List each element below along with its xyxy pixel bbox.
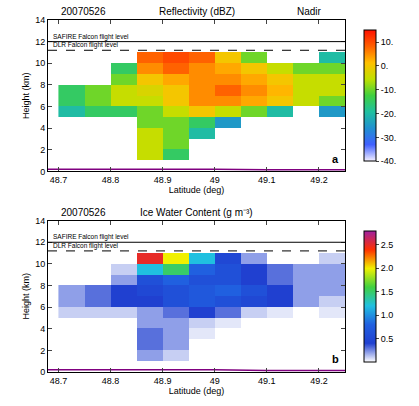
- svg-text:49.2: 49.2: [310, 175, 328, 185]
- svg-text:10.: 10.: [381, 37, 394, 47]
- svg-text:DLR Falcon flight level: DLR Falcon flight level: [53, 242, 119, 250]
- svg-text:2.0: 2.0: [381, 263, 394, 273]
- svg-text:10: 10: [35, 259, 45, 269]
- svg-text:6: 6: [40, 102, 45, 112]
- svg-text:48.7: 48.7: [50, 376, 68, 386]
- svg-text:2.5: 2.5: [381, 240, 394, 250]
- svg-text:4: 4: [40, 324, 45, 334]
- svg-text:Latitude (deg): Latitude (deg): [169, 185, 225, 195]
- svg-text:Height (km): Height (km): [21, 72, 31, 119]
- svg-text:8: 8: [40, 80, 45, 90]
- svg-text:-30.: -30.: [381, 133, 397, 143]
- svg-text:49.2: 49.2: [310, 376, 328, 386]
- svg-text:-10.: -10.: [381, 85, 397, 95]
- svg-text:1.0: 1.0: [381, 310, 394, 320]
- svg-text:49: 49: [210, 376, 220, 386]
- svg-text:49: 49: [210, 175, 220, 185]
- svg-text:12: 12: [35, 237, 45, 247]
- svg-text:48.7: 48.7: [50, 175, 68, 185]
- svg-text:DLR Falcon flight level: DLR Falcon flight level: [53, 41, 119, 49]
- svg-text:0.: 0.: [381, 61, 389, 71]
- svg-text:14: 14: [35, 15, 45, 25]
- svg-text:-40.: -40.: [381, 156, 397, 166]
- svg-text:0.5: 0.5: [381, 334, 394, 344]
- svg-text:49.1: 49.1: [258, 376, 276, 386]
- svg-text:Reflectivity (dBZ): Reflectivity (dBZ): [159, 6, 235, 17]
- svg-text:48.9: 48.9: [154, 376, 172, 386]
- svg-text:0: 0: [40, 167, 45, 177]
- svg-text:0: 0: [40, 367, 45, 377]
- svg-text:1.5: 1.5: [381, 287, 394, 297]
- svg-text:Nadir: Nadir: [297, 6, 322, 17]
- svg-text:49.1: 49.1: [258, 175, 276, 185]
- svg-text:2: 2: [40, 145, 45, 155]
- svg-text:10: 10: [35, 58, 45, 68]
- svg-text:20070526: 20070526: [61, 6, 106, 17]
- svg-text:-20.: -20.: [381, 109, 397, 119]
- svg-text:12: 12: [35, 37, 45, 47]
- svg-text:SAFIRE Falcon flight level: SAFIRE Falcon flight level: [53, 33, 129, 41]
- svg-text:48.9: 48.9: [154, 175, 172, 185]
- svg-text:Ice Water Content (g m⁻³): Ice Water Content (g m⁻³): [140, 207, 253, 218]
- svg-text:SAFIRE Falcon flight level: SAFIRE Falcon flight level: [53, 233, 129, 241]
- svg-text:14: 14: [35, 216, 45, 226]
- svg-text:Height (km): Height (km): [21, 273, 31, 320]
- svg-text:a: a: [332, 153, 339, 165]
- svg-text:6: 6: [40, 302, 45, 312]
- svg-text:48.8: 48.8: [102, 175, 120, 185]
- svg-text:48.8: 48.8: [102, 376, 120, 386]
- svg-text:4: 4: [40, 123, 45, 133]
- svg-text:b: b: [332, 353, 339, 365]
- svg-text:8: 8: [40, 281, 45, 291]
- svg-text:2: 2: [40, 346, 45, 356]
- svg-text:Latitude (deg): Latitude (deg): [169, 386, 225, 396]
- svg-text:20070526: 20070526: [61, 207, 106, 218]
